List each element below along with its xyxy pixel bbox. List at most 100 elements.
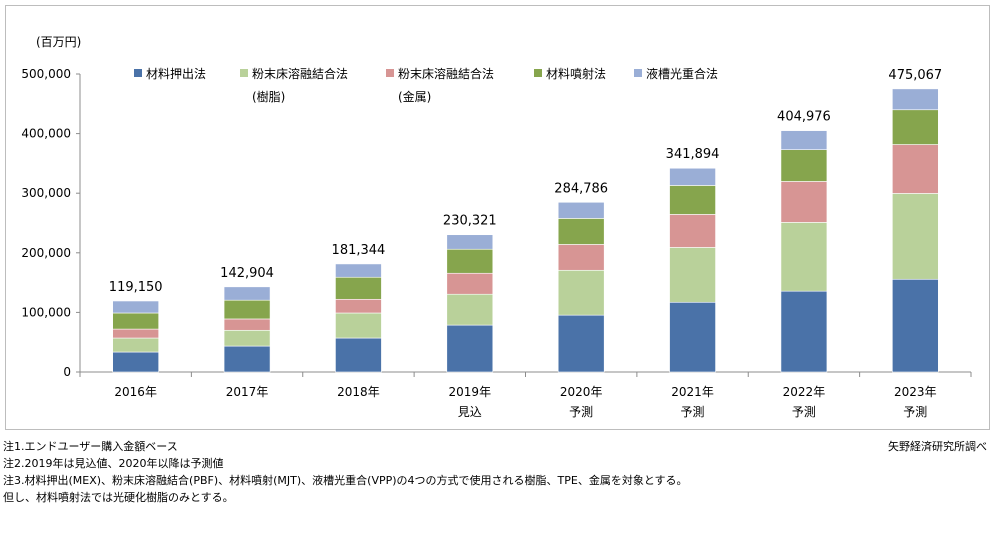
- bar-segment: [446, 272, 494, 295]
- source-credit: 矢野経済研究所調べ: [888, 440, 987, 453]
- bar-segment: [892, 278, 939, 373]
- bar-stack: 119,150 2016年: [109, 280, 163, 399]
- total-label: 284,786: [554, 181, 608, 196]
- x-tick-sublabel: 予測: [792, 405, 816, 419]
- x-tick-label: 2017年: [226, 385, 269, 399]
- total-label: 181,344: [332, 243, 386, 258]
- note-3: 注3.材料押出(MEX)、粉末床溶融結合(PBF)、材料噴射(MJT)、液槽光重…: [3, 474, 688, 487]
- legend-label: 粉末床溶融結合法: [398, 66, 494, 81]
- y-tick-label: 500,000: [21, 67, 71, 81]
- legend-swatch: [386, 69, 394, 77]
- x-tick-sublabel: 予測: [681, 405, 705, 419]
- x-tick-label: 2023年: [894, 385, 937, 399]
- bar-segment: [446, 234, 494, 250]
- note-2: 注2.2019年は見込値、2020年以降は予測値: [3, 457, 224, 470]
- bar-segment: [669, 247, 716, 303]
- bar-segment: [780, 222, 828, 292]
- bar-segment: [335, 276, 382, 300]
- legend-label: 液槽光重合法: [646, 66, 718, 81]
- total-label: 230,321: [443, 214, 497, 229]
- y-tick-label: 0: [63, 365, 71, 379]
- legend-label-line2: (樹脂): [252, 89, 285, 104]
- legend-swatch: [240, 69, 248, 77]
- bar-stack: 142,904 2017年: [220, 266, 274, 399]
- y-tick-label: 400,000: [21, 127, 71, 141]
- note-1: 注1.エンドユーザー購入金額ベース: [3, 440, 178, 453]
- legend-swatch: [134, 69, 142, 77]
- bar-segment: [557, 218, 605, 245]
- note-4: 但し、材料噴射法では光硬化樹脂のみとする。: [3, 491, 234, 504]
- legend: 材料押出法 粉末床溶融結合法 (樹脂) 粉末床溶融結合法 (金属) 材料噴射法 液槽光重合法: [134, 66, 718, 104]
- bar-segment: [223, 345, 271, 373]
- x-tick-label: 2020年: [560, 385, 603, 399]
- notes: 注1.エンドユーザー購入金額ベース 注2.2019年は見込値、2020年以降は予…: [3, 438, 688, 506]
- legend-swatch: [634, 69, 642, 77]
- total-label: 142,904: [220, 266, 274, 281]
- bar-segment: [780, 290, 828, 373]
- legend-item: 材料押出法: [134, 67, 206, 81]
- bar-segment: [557, 244, 605, 271]
- bar-segment: [892, 193, 939, 280]
- bar-segment: [223, 329, 271, 347]
- legend-item: 粉末床溶融結合法 (樹脂): [240, 66, 348, 104]
- bar-segment: [669, 167, 716, 186]
- bar-segment: [335, 263, 382, 278]
- bar-segment: [780, 181, 828, 223]
- legend-swatch: [534, 69, 542, 77]
- bar-segment: [223, 318, 271, 331]
- bar-segment: [112, 328, 159, 339]
- legend-label: 材料押出法: [146, 67, 206, 81]
- total-label: 404,976: [777, 110, 831, 125]
- x-tick-label: 2022年: [783, 385, 826, 399]
- stacked-bar-chart: (百万円) 0 100,000 200,000 300,000 400,000 500,0…: [21, 35, 972, 419]
- y-tick-label: 100,000: [21, 305, 71, 319]
- x-tick-sublabel: 予測: [569, 405, 593, 419]
- bar-segment: [780, 130, 828, 150]
- legend-item: 材料噴射法: [534, 66, 606, 81]
- bar-segment: [557, 269, 605, 316]
- x-tick-label: 2016年: [114, 385, 157, 399]
- legend-item: 粉末床溶融結合法 (金属): [386, 66, 494, 104]
- x-tick-label: 2019年: [449, 385, 492, 399]
- x-tick-sublabel: 見込: [458, 405, 482, 419]
- axes: 0 100,000 200,000 300,000 400,000 500,000: [21, 67, 972, 379]
- bar-segment: [892, 88, 939, 111]
- bar-segment: [557, 201, 605, 219]
- bar-segment: [335, 312, 382, 339]
- legend-label-line2: (金属): [398, 89, 431, 104]
- legend-label: 材料噴射法: [546, 66, 606, 81]
- bar-segment: [892, 144, 939, 194]
- total-label: 475,067: [888, 68, 942, 83]
- x-tick-label: 2018年: [337, 385, 380, 399]
- y-unit-label: (百万円): [36, 35, 81, 49]
- y-tick-label: 200,000: [21, 246, 71, 260]
- bar-segment: [557, 314, 605, 373]
- bar-stack: 181,344 2018年: [332, 243, 386, 399]
- bar-segment: [892, 109, 939, 145]
- legend-label: 粉末床溶融結合法: [252, 66, 348, 81]
- bar-segment: [446, 324, 494, 373]
- bar-segment: [335, 298, 382, 314]
- legend-item: 液槽光重合法: [634, 66, 718, 81]
- bar-segment: [112, 337, 159, 353]
- y-tick-label: 300,000: [21, 186, 71, 200]
- bar-segment: [669, 185, 716, 215]
- bars: 119,150 2016年 142,904 2017年 181,344 2018年 230,…: [109, 68, 942, 419]
- bar-segment: [780, 149, 828, 182]
- bar-segment: [446, 293, 494, 326]
- chart-frame: (百万円) 0 100,000 200,000 300,000 400,000 500,0…: [5, 5, 990, 430]
- bar-segment: [669, 214, 716, 248]
- bar-segment: [446, 248, 494, 274]
- total-label: 119,150: [109, 280, 163, 295]
- x-tick-sublabel: 予測: [903, 405, 927, 419]
- bar-segment: [335, 337, 382, 373]
- bar-segment: [223, 286, 271, 301]
- total-label: 341,894: [666, 147, 720, 162]
- bar-segment: [112, 351, 159, 373]
- bar-segment: [223, 299, 271, 320]
